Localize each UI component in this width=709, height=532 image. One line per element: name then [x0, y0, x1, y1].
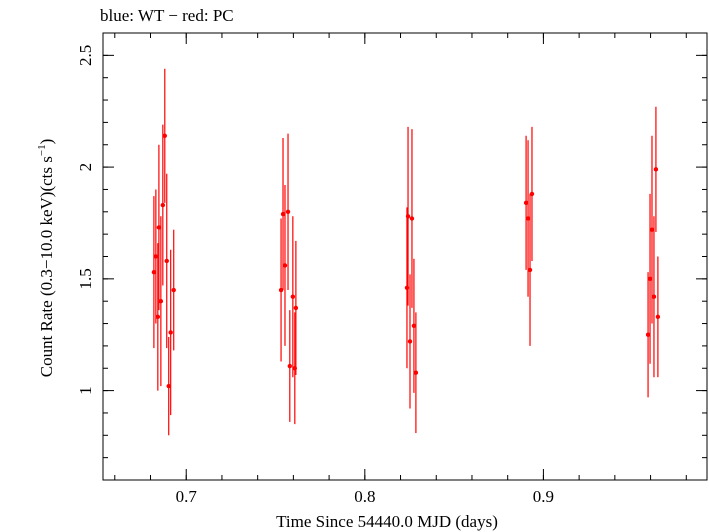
y-tick-label: 1 [76, 386, 95, 395]
data-point [151, 269, 157, 275]
data-point [647, 276, 653, 282]
data-point [153, 254, 159, 259]
data-point [158, 299, 164, 304]
data-point [523, 200, 529, 206]
data-point [651, 294, 657, 299]
data-point [287, 363, 293, 369]
data-point [278, 287, 284, 293]
data-points [151, 68, 661, 436]
chart-title: blue: WT − red: PC [100, 6, 234, 25]
axis-ticks [103, 32, 707, 481]
data-point [166, 383, 171, 389]
plot-frame [102, 32, 708, 481]
data-point [413, 370, 419, 375]
data-point [164, 258, 169, 264]
data-point [280, 211, 286, 217]
data-point [168, 330, 173, 335]
data-point [156, 225, 162, 230]
data-point [405, 214, 411, 219]
data-point [529, 191, 535, 197]
x-tick-label: 0.8 [354, 487, 375, 506]
data-point [409, 216, 415, 221]
data-point [407, 339, 413, 344]
y-axis-label-exponent: −1 [36, 144, 48, 156]
data-point [171, 287, 176, 293]
x-tick-label: 0.9 [533, 487, 554, 506]
data-point [649, 227, 655, 232]
x-axis-label: Time Since 54440.0 MJD (days) [276, 512, 498, 531]
data-point [162, 133, 167, 139]
x-tick-label: 0.7 [176, 487, 198, 506]
data-point [645, 332, 651, 337]
data-point [282, 263, 288, 268]
x-tick-labels: 0.7 0.8 0.9 [176, 487, 554, 506]
y-axis-label: Count Rate (0.3−10.0 keV)(cts s−1) [36, 139, 56, 378]
y-tick-label: 1.5 [76, 268, 95, 289]
data-point [160, 202, 166, 208]
y-axis-label-main: Count Rate (0.3−10.0 keV)(cts s [37, 156, 56, 377]
data-point [411, 323, 417, 328]
data-point [285, 209, 291, 214]
data-point [155, 314, 161, 320]
data-point [655, 314, 661, 320]
data-point [293, 305, 299, 311]
y-tick-label: 2.5 [76, 45, 95, 66]
y-tick-label: 2 [76, 163, 95, 172]
y-axis-label-close: ) [37, 139, 56, 145]
data-point [290, 294, 296, 299]
data-point [653, 167, 659, 172]
data-point [527, 267, 533, 273]
y-tick-labels: 1 1.5 2 2.5 [76, 45, 95, 395]
data-point [525, 216, 531, 221]
